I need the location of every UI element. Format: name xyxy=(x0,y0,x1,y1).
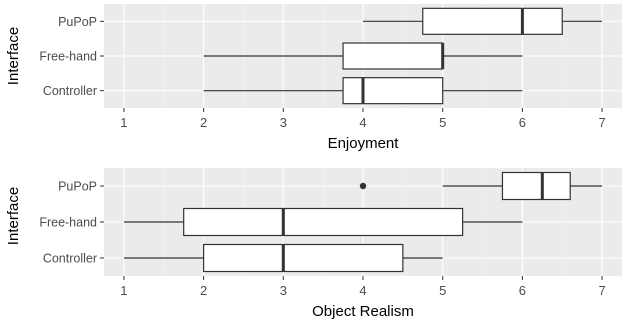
y-tick-label: Controller xyxy=(43,84,97,98)
box-iqr xyxy=(342,77,444,105)
x-tick-label: 4 xyxy=(359,283,366,298)
x-tick-label: 6 xyxy=(519,283,526,298)
box-iqr xyxy=(203,243,404,273)
y-axis-title: Interface xyxy=(5,27,22,85)
x-tick-label: 4 xyxy=(359,115,366,130)
x-tick-label: 7 xyxy=(598,283,605,298)
x-tick-label: 5 xyxy=(439,115,446,130)
x-tick-label: 3 xyxy=(280,283,287,298)
box-iqr xyxy=(422,7,563,35)
y-tick-label: Free-hand xyxy=(39,50,97,64)
outlier-point xyxy=(359,182,367,190)
y-tick-label: Controller xyxy=(43,252,97,266)
x-tick-label: 3 xyxy=(280,115,287,130)
box-controller xyxy=(123,243,443,273)
x-axis-title: Object Realism xyxy=(312,303,414,320)
x-tick-label: 5 xyxy=(439,283,446,298)
x-tick-label: 2 xyxy=(200,115,207,130)
y-axis-title: Interface xyxy=(5,187,22,245)
x-tick-label: 7 xyxy=(598,115,605,130)
box-pupop xyxy=(363,7,603,35)
y-tick-label: PuPoP xyxy=(58,15,97,29)
x-tick-label: 6 xyxy=(519,115,526,130)
y-tick-label: PuPoP xyxy=(58,180,97,194)
box-iqr xyxy=(183,207,464,237)
panel-2: 1 2 3 4 5 6 7 PuPoP Free-hand Controller Object Re… xyxy=(5,168,622,320)
x-tick-label: 1 xyxy=(120,283,127,298)
box-iqr xyxy=(501,171,571,201)
panel-1: 1 2 3 4 5 6 7 PuPoP Free-hand Controller Enjoyment… xyxy=(5,4,622,152)
y-tick-label: Free-hand xyxy=(39,216,97,230)
box-controller xyxy=(203,77,523,105)
x-tick-label: 1 xyxy=(120,115,127,130)
box-free-hand xyxy=(123,207,523,237)
box-free-hand xyxy=(203,42,523,70)
x-axis-title: Enjoyment xyxy=(328,135,400,152)
box-pupop xyxy=(359,171,603,201)
x-tick-label: 2 xyxy=(200,283,207,298)
box-iqr xyxy=(342,42,444,70)
